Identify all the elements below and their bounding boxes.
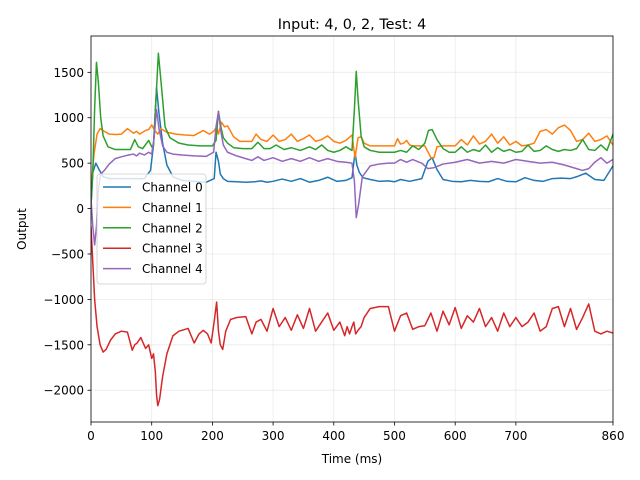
x-axis-ticks: 0 100 200 300 400 500 600 700 860 xyxy=(87,422,624,443)
x-tick-label: 300 xyxy=(262,429,285,443)
legend-label-channel-4: Channel 4 xyxy=(142,262,203,276)
x-tick-label: 700 xyxy=(504,429,527,443)
y-tick-label: −1000 xyxy=(43,293,84,307)
legend: Channel 0 Channel 1 Channel 2 Channel 3 Chan… xyxy=(96,173,207,285)
y-tick-label: 1500 xyxy=(53,66,84,80)
y-tick-label: −1500 xyxy=(43,338,84,352)
x-axis-label: Time (ms) xyxy=(321,452,383,466)
y-tick-label: 500 xyxy=(61,157,84,171)
x-tick-label: 0 xyxy=(87,429,95,443)
y-tick-label: 1000 xyxy=(53,111,84,125)
chart-title: Input: 4, 0, 2, Test: 4 xyxy=(278,17,427,33)
series-line-channel-1 xyxy=(91,121,613,192)
x-tick-label: 200 xyxy=(201,429,224,443)
series-line-channel-0 xyxy=(91,87,613,208)
y-tick-label: −2000 xyxy=(43,384,84,398)
x-tick-label: 600 xyxy=(444,429,467,443)
legend-label-channel-1: Channel 1 xyxy=(142,201,203,215)
legend-label-channel-2: Channel 2 xyxy=(142,221,203,235)
series-line-channel-4 xyxy=(91,108,613,246)
legend-label-channel-3: Channel 3 xyxy=(142,242,203,256)
y-axis-ticks: −2000 −1500 −1000 −500 0 500 1000 1500 xyxy=(43,66,91,398)
plot-frame xyxy=(90,35,614,423)
x-tick-label: 400 xyxy=(322,429,345,443)
y-tick-label: 0 xyxy=(76,202,84,216)
y-axis-label: Output xyxy=(15,208,29,250)
series-group xyxy=(91,52,613,407)
legend-box xyxy=(96,173,207,285)
legend-label-channel-0: Channel 0 xyxy=(142,181,203,195)
x-tick-label: 500 xyxy=(383,429,406,443)
x-tick-label: 100 xyxy=(140,429,163,443)
y-tick-label: −500 xyxy=(51,247,84,261)
series-line-channel-3 xyxy=(91,225,613,407)
x-tick-label: 860 xyxy=(602,429,625,443)
